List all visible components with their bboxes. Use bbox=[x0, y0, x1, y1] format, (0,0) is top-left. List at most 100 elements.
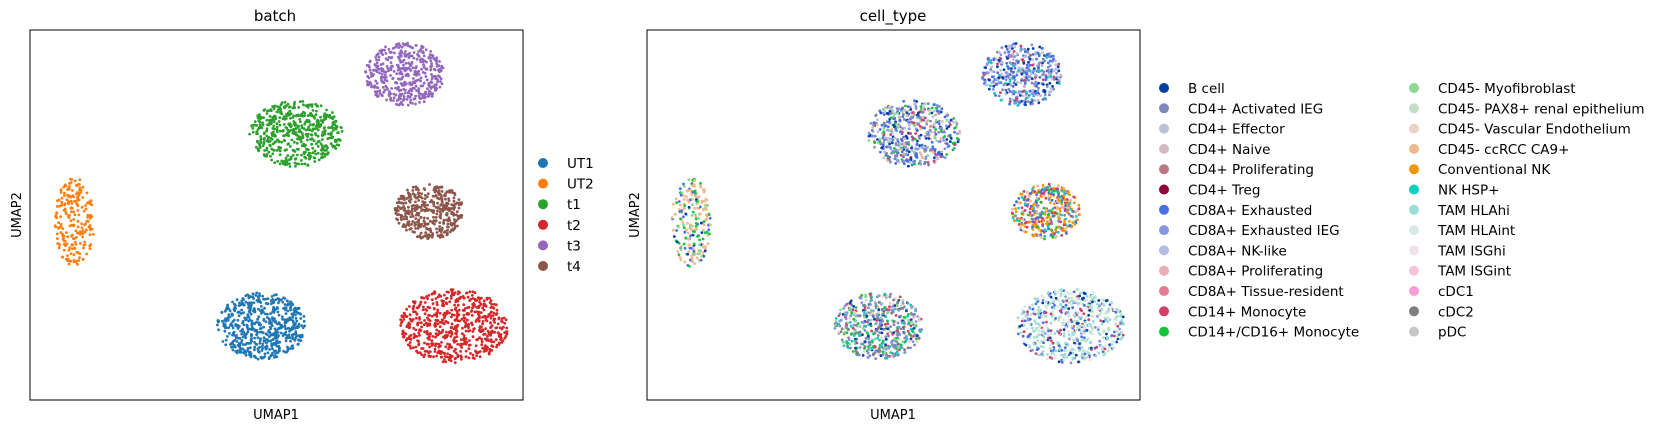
scatter-point bbox=[937, 105, 941, 108]
scatter-point bbox=[412, 204, 416, 207]
scatter-point bbox=[1010, 44, 1014, 47]
scatter-point bbox=[265, 118, 269, 122]
scatter-point bbox=[1024, 69, 1028, 73]
scatter-point bbox=[452, 203, 456, 207]
scatter-point bbox=[471, 290, 475, 294]
scatter-point bbox=[896, 304, 899, 308]
scatter-point bbox=[265, 127, 269, 131]
scatter-point bbox=[687, 250, 691, 254]
scatter-point bbox=[1007, 50, 1010, 54]
scatter-point bbox=[945, 124, 948, 128]
scatter-point bbox=[405, 98, 409, 101]
scatter-point bbox=[257, 350, 261, 354]
scatter-point bbox=[1048, 64, 1052, 68]
scatter-point bbox=[90, 215, 94, 219]
scatter-point bbox=[424, 75, 428, 78]
scatter-point bbox=[437, 293, 441, 297]
scatter-point bbox=[79, 242, 82, 245]
scatter-point bbox=[378, 71, 381, 75]
scatter-point bbox=[297, 325, 300, 329]
scatter-point bbox=[449, 221, 453, 225]
scatter-point bbox=[396, 201, 399, 205]
scatter-point bbox=[429, 64, 433, 68]
scatter-point bbox=[448, 311, 451, 315]
scatter-point bbox=[266, 351, 270, 355]
scatter-point bbox=[288, 109, 292, 113]
scatter-point bbox=[909, 157, 913, 160]
scatter-point bbox=[288, 347, 292, 350]
scatter-point bbox=[244, 353, 248, 357]
scatter-point bbox=[431, 302, 435, 306]
scatter-point bbox=[992, 84, 996, 88]
scatter-point bbox=[1015, 95, 1019, 99]
scatter-point bbox=[882, 156, 886, 160]
scatter-point bbox=[870, 346, 873, 350]
scatter-point bbox=[430, 73, 433, 76]
scatter-point bbox=[1028, 194, 1031, 198]
scatter-point bbox=[898, 119, 902, 123]
scatter-point bbox=[909, 318, 913, 322]
scatter-point bbox=[302, 103, 305, 107]
scatter-point bbox=[491, 345, 495, 348]
scatter-point bbox=[1053, 189, 1056, 193]
scatter-point bbox=[63, 202, 67, 206]
scatter-point bbox=[883, 351, 887, 355]
scatter-point bbox=[260, 312, 263, 315]
scatter-point bbox=[913, 124, 917, 127]
scatter-point bbox=[838, 324, 842, 328]
legend-marker-ut2 bbox=[538, 178, 548, 189]
scatter-point bbox=[282, 115, 286, 118]
scatter-point bbox=[1045, 69, 1049, 73]
scatter-point bbox=[285, 159, 289, 163]
scatter-point bbox=[435, 354, 438, 358]
scatter-point bbox=[1015, 73, 1019, 77]
scatter-point bbox=[75, 235, 78, 239]
scatter-point bbox=[699, 258, 703, 262]
scatter-point bbox=[691, 233, 695, 237]
scatter-point bbox=[76, 225, 80, 229]
scatter-point bbox=[1059, 73, 1063, 77]
scatter-point bbox=[906, 313, 910, 316]
scatter-point bbox=[996, 65, 999, 69]
scatter-point bbox=[431, 194, 435, 198]
scatter-point bbox=[404, 43, 408, 46]
scatter-point bbox=[412, 77, 415, 80]
scatter-point bbox=[414, 66, 417, 70]
scatter-point bbox=[286, 319, 290, 323]
scatter-point bbox=[1064, 227, 1067, 231]
scatter-point bbox=[453, 325, 457, 328]
scatter-point bbox=[900, 321, 904, 325]
scatter-point bbox=[903, 336, 907, 340]
scatter-point bbox=[1022, 198, 1026, 202]
scatter-point bbox=[419, 216, 423, 219]
scatter-point bbox=[295, 162, 299, 166]
scatter-point bbox=[704, 245, 707, 248]
scatter-point bbox=[863, 315, 866, 319]
scatter-point bbox=[446, 309, 449, 313]
scatter-point bbox=[390, 87, 393, 90]
scatter-point bbox=[1008, 102, 1011, 106]
scatter-point bbox=[423, 92, 427, 96]
scatter-point bbox=[75, 202, 79, 206]
scatter-point bbox=[295, 319, 299, 323]
scatter-point bbox=[400, 101, 403, 104]
scatter-point bbox=[871, 134, 874, 138]
scatter-point bbox=[882, 143, 885, 147]
scatter-point bbox=[282, 105, 286, 109]
scatter-point bbox=[874, 304, 878, 308]
scatter-point bbox=[302, 144, 305, 147]
scatter-point bbox=[907, 164, 910, 168]
scatter-point bbox=[435, 301, 439, 304]
scatter-point bbox=[248, 346, 252, 350]
scatter-point bbox=[444, 320, 448, 323]
scatter-point bbox=[877, 308, 881, 312]
scatter-point bbox=[880, 331, 884, 335]
scatter-point bbox=[887, 106, 891, 109]
scatter-point bbox=[374, 79, 378, 83]
scatter-point bbox=[1036, 184, 1040, 188]
scatter-point bbox=[1063, 198, 1067, 201]
scatter-point bbox=[900, 130, 904, 134]
scatter-point bbox=[703, 199, 706, 203]
scatter-point bbox=[320, 134, 324, 138]
